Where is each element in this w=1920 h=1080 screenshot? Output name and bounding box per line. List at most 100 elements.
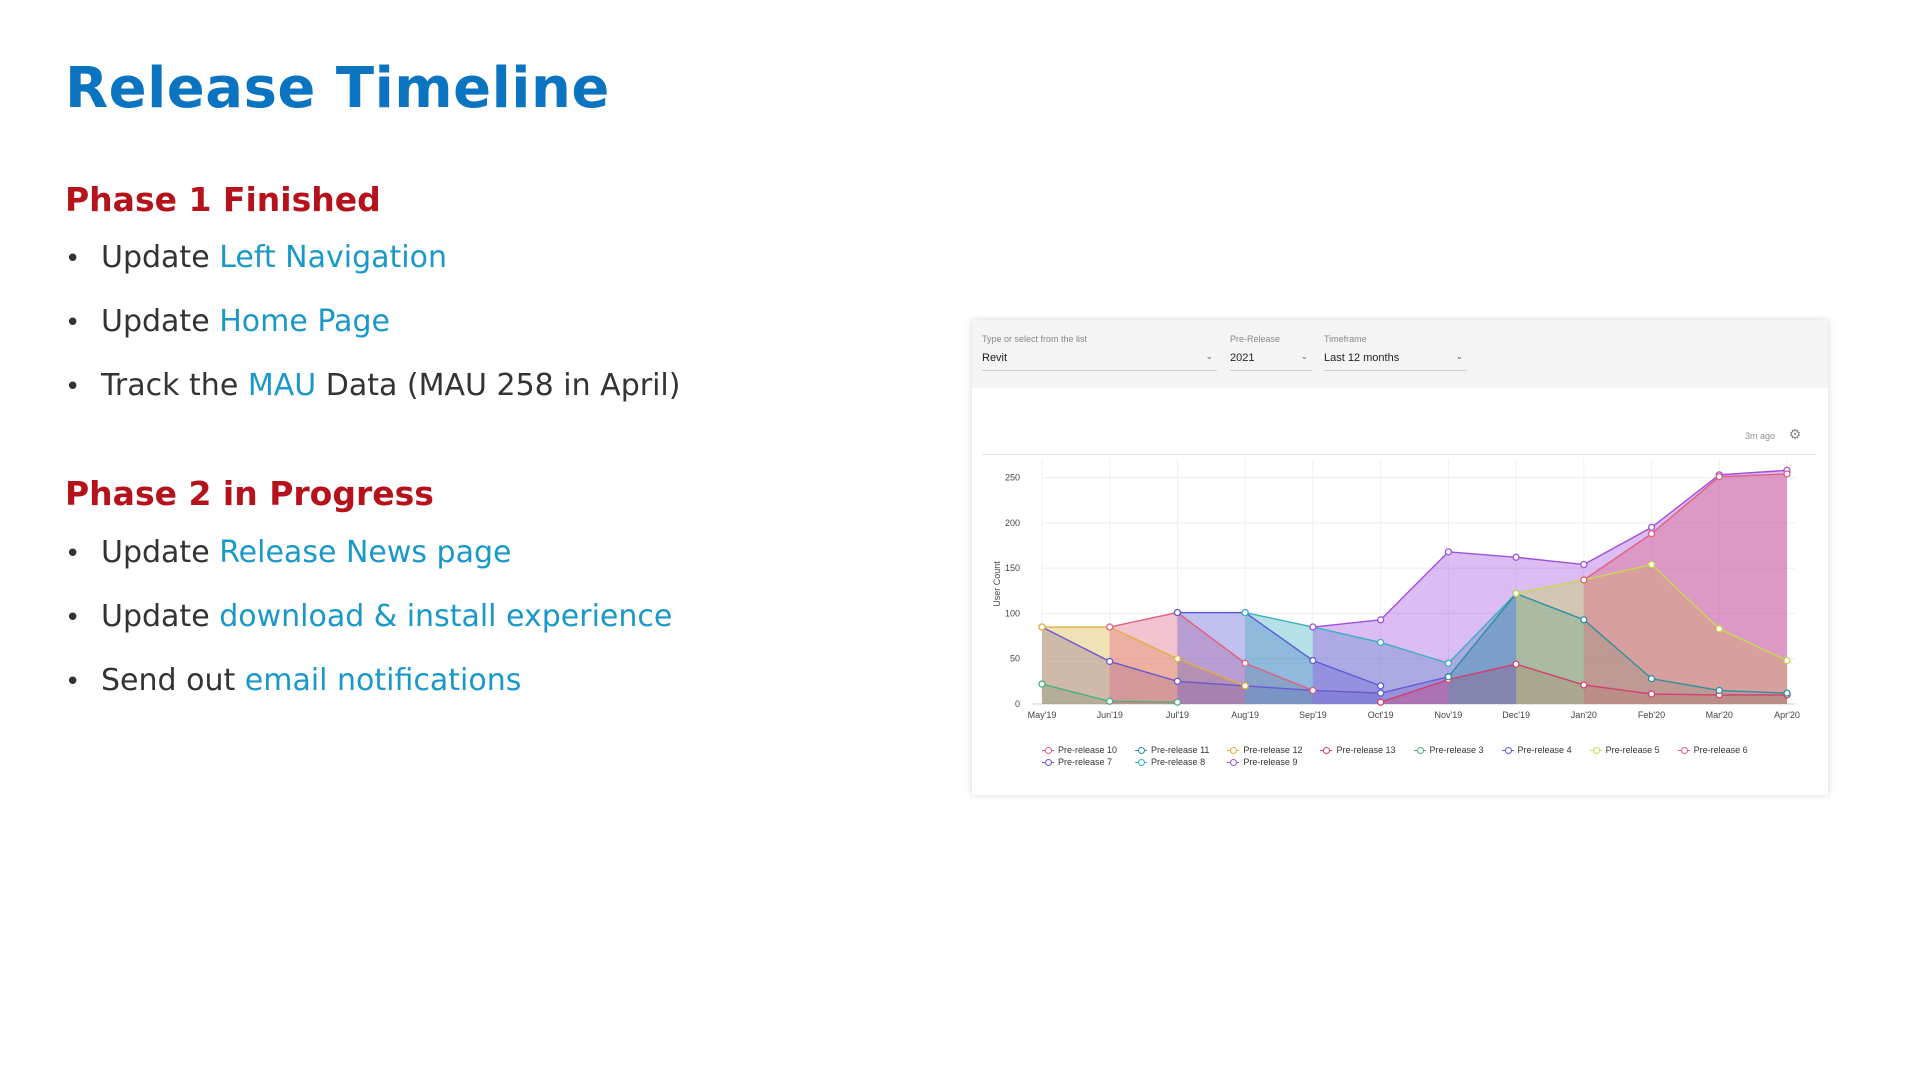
prerelease-select[interactable]: 2021 ⌄ <box>1230 350 1312 371</box>
legend-item[interactable]: Pre-release 5 <box>1589 745 1660 755</box>
prerelease-filter-label: Pre-Release <box>1230 334 1281 344</box>
series-line <box>1177 611 1381 687</box>
series-area <box>1042 627 1246 704</box>
legend-marker-icon <box>1227 758 1240 766</box>
legend-item[interactable]: Pre-release 7 <box>1042 757 1117 767</box>
left-navigation-link[interactable]: Left Navigation <box>219 240 447 275</box>
timeframe-filter-label: Timeframe <box>1324 334 1367 344</box>
legend-item[interactable]: Pre-release 8 <box>1135 757 1209 767</box>
phase-1-heading: Phase 1 Finished <box>65 180 381 219</box>
legend-marker-icon <box>1042 746 1054 754</box>
legend-marker-icon <box>1320 746 1333 754</box>
data-point <box>1647 674 1656 683</box>
y-tick-label: 150 <box>1005 563 1020 573</box>
data-point <box>1241 682 1249 690</box>
series-line <box>1447 592 1788 694</box>
data-point <box>1038 680 1046 688</box>
chart-toolbar: 3m ago ⚙ <box>982 420 1817 455</box>
bullet-icon: • <box>65 244 81 274</box>
data-point <box>1173 608 1182 617</box>
legend-marker-icon <box>1501 746 1514 754</box>
legend-label: Pre-release 12 <box>1243 745 1303 755</box>
y-tick-label: 200 <box>1005 518 1020 528</box>
product-filter: Type or select from the list Revit ⌄ <box>982 334 1217 371</box>
data-point <box>1241 608 1249 617</box>
phase-2-heading: Phase 2 in Progress <box>65 474 434 513</box>
series-area <box>1583 473 1787 704</box>
series-area <box>1448 593 1787 704</box>
chevron-down-icon: ⌄ <box>1300 351 1308 361</box>
legend-label: Pre-release 5 <box>1605 745 1660 755</box>
data-point <box>1376 698 1385 706</box>
series-area <box>1042 627 1449 704</box>
bullet-icon: • <box>65 308 81 338</box>
legend-item[interactable]: Pre-release 10 <box>1042 745 1117 755</box>
data-point <box>1106 623 1114 631</box>
x-tick-label: Oct'19 <box>1368 710 1394 720</box>
data-point <box>1580 681 1588 689</box>
prerelease-select-value: 2021 <box>1230 352 1255 364</box>
legend-marker-icon <box>1677 746 1690 754</box>
x-tick-label: May'19 <box>1028 710 1057 720</box>
release-news-link[interactable]: Release News page <box>219 535 512 570</box>
legend-item[interactable]: Pre-release 3 <box>1413 745 1484 755</box>
data-point <box>1783 656 1791 665</box>
series-line <box>1109 611 1314 692</box>
legend-marker-icon <box>1135 758 1148 766</box>
bullet-icon: • <box>65 667 81 697</box>
list-item: • Update Left Navigation <box>65 240 447 275</box>
chevron-down-icon: ⌄ <box>1455 351 1463 361</box>
legend-marker-icon <box>1589 746 1602 754</box>
list-item: • Update Release News page <box>65 535 512 570</box>
x-tick-label: Aug'19 <box>1231 710 1259 720</box>
data-point <box>1783 689 1791 697</box>
download-install-link[interactable]: download & install experience <box>219 599 673 634</box>
legend-marker-icon <box>1135 746 1148 754</box>
data-point <box>1106 697 1114 705</box>
x-tick-label: Jul'19 <box>1166 710 1189 720</box>
series-area <box>1516 564 1787 704</box>
series-area <box>1177 612 1381 704</box>
data-point <box>1038 623 1046 631</box>
legend-item[interactable]: Pre-release 6 <box>1677 745 1748 755</box>
bullet-icon: • <box>65 539 81 569</box>
legend-label: Pre-release 7 <box>1058 757 1113 767</box>
data-point <box>1783 470 1791 478</box>
list-item: • Send out email notifications <box>65 663 522 698</box>
series-area <box>1380 664 1787 704</box>
series-line <box>1042 626 1246 687</box>
y-tick-label: 250 <box>1005 473 1020 483</box>
home-page-link[interactable]: Home Page <box>219 304 390 339</box>
data-point <box>1376 682 1385 690</box>
data-point <box>1376 638 1385 647</box>
y-tick-label: 100 <box>1005 608 1020 618</box>
legend-item[interactable]: Pre-release 13 <box>1320 745 1396 755</box>
legend-item[interactable]: Pre-release 9 <box>1227 757 1302 767</box>
timeframe-select[interactable]: Last 12 months ⌄ <box>1324 350 1467 371</box>
email-notifications-link[interactable]: email notifications <box>244 663 522 698</box>
data-point <box>1173 677 1182 686</box>
prerelease-filter: Pre-Release 2021 ⌄ <box>1230 334 1312 371</box>
chart-legend: Pre-release 10 Pre-release 11 Pre-release … <box>1042 745 1782 767</box>
legend-item[interactable]: Pre-release 11 <box>1135 745 1209 755</box>
series-area <box>1042 684 1178 704</box>
data-point <box>1715 686 1723 695</box>
product-select[interactable]: Revit ⌄ <box>982 350 1217 371</box>
legend-label: Pre-release 10 <box>1058 745 1118 755</box>
phase-2-list: • Update Release News page • Update down… <box>65 535 672 727</box>
x-tick-label: Apr'20 <box>1774 710 1800 720</box>
product-filter-label: Type or select from the list <box>982 334 1088 344</box>
data-point <box>1309 686 1317 695</box>
data-point <box>1173 698 1182 706</box>
x-tick-label: Mar'20 <box>1706 710 1733 720</box>
area-chart: 0 50 100 150 200 250 May'19 Jun'19 Jul'19 Aug'19 S… <box>992 459 1800 720</box>
data-point <box>1512 589 1520 598</box>
gear-icon[interactable]: ⚙ <box>1788 426 1802 442</box>
mau-link[interactable]: MAU <box>247 368 317 403</box>
data-point <box>1444 673 1453 681</box>
legend-item[interactable]: Pre-release 4 <box>1501 745 1572 755</box>
legend-label: Pre-release 13 <box>1336 745 1396 755</box>
legend-item[interactable]: Pre-release 12 <box>1227 745 1302 755</box>
timeframe-filter: Timeframe Last 12 months ⌄ <box>1324 334 1467 371</box>
legend-label: Pre-release 3 <box>1429 745 1484 755</box>
